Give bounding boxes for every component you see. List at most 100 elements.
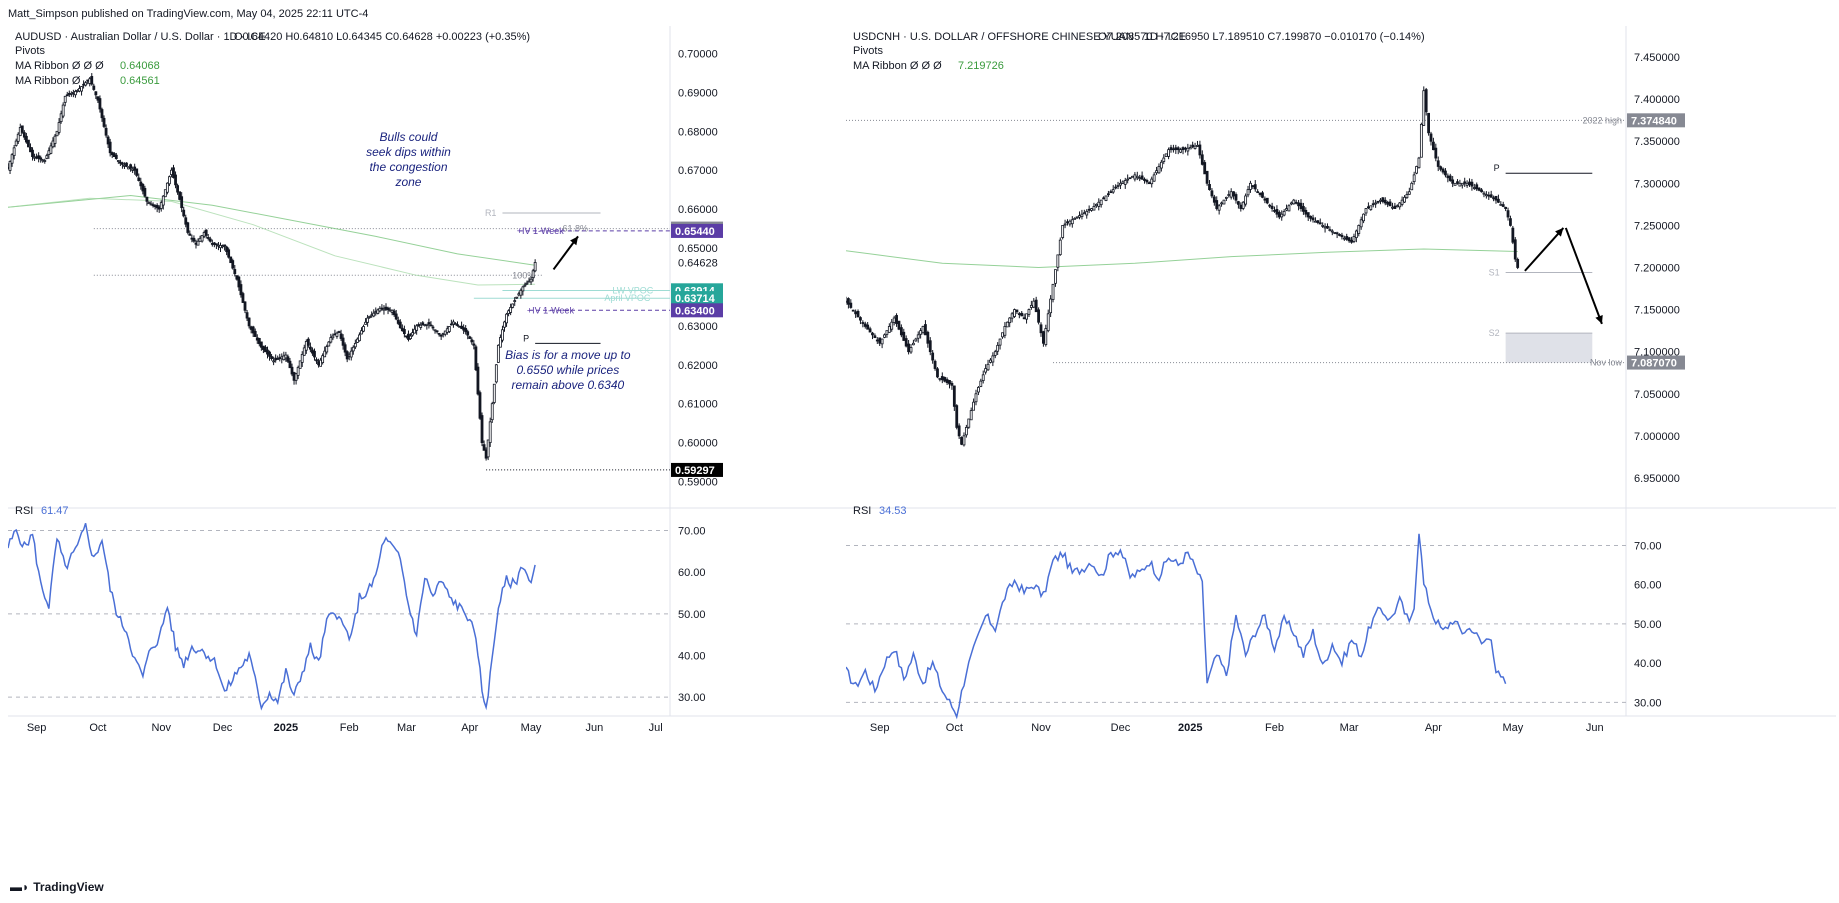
candle-body	[1111, 189, 1115, 193]
candle-body	[989, 359, 992, 363]
time-tick-label: 2025	[1178, 722, 1202, 734]
candle-body	[1448, 175, 1452, 181]
candle-body	[29, 147, 32, 153]
price-tick-label: 0.70000	[678, 49, 718, 61]
candle-body	[296, 366, 300, 376]
candle-body	[308, 346, 312, 350]
candle-body	[940, 376, 944, 381]
candle-body	[69, 92, 73, 95]
candle-body	[129, 164, 132, 169]
candle-body	[1403, 196, 1406, 203]
candle-body	[1294, 201, 1298, 204]
candle-body	[1489, 194, 1493, 198]
candle-body	[895, 315, 898, 325]
candle-body	[513, 300, 517, 302]
time-tick-label: Apr	[1425, 722, 1442, 734]
time-tick-label: Nov	[1031, 722, 1051, 734]
candle-body	[1326, 225, 1329, 229]
projection-arrow	[1524, 227, 1565, 272]
price-tick-label: 7.250000	[1634, 220, 1680, 232]
candle-body	[427, 322, 431, 325]
candle-body	[1172, 148, 1175, 151]
price-tick-label: 0.68000	[678, 126, 718, 138]
price-tick-label: 0.61000	[678, 399, 718, 411]
candle-body	[1311, 217, 1315, 221]
candle-body	[1470, 181, 1474, 187]
candle-body	[1237, 201, 1240, 205]
price-tick-label: 6.950000	[1634, 473, 1680, 485]
annotation-text: 0.6550 while prices	[516, 363, 619, 377]
candle-body	[967, 418, 971, 428]
candle-body	[844, 300, 848, 303]
price-tick-label: 7.300000	[1634, 178, 1680, 190]
candle-body	[49, 145, 53, 154]
candle-body	[921, 326, 925, 333]
candle-body	[143, 188, 147, 197]
candle-body	[1417, 157, 1421, 169]
candle-body	[1439, 166, 1443, 170]
usdcnh-chart-svg[interactable]: 6.9500007.0000007.0500007.1000007.150000…	[844, 26, 1836, 844]
candle-body	[239, 284, 243, 296]
candle-body	[1395, 205, 1399, 208]
candle-body	[1092, 206, 1096, 211]
usdcnh-chart-panel[interactable]: 6.950000 7.000000 7.050000 7.100000 7.150000…	[844, 26, 1836, 844]
candle-body	[1234, 194, 1238, 201]
candle-body	[1441, 168, 1445, 173]
candle-body	[151, 204, 155, 207]
candle-body	[245, 312, 249, 319]
candle-body	[24, 135, 28, 143]
price-tag-bg	[1627, 355, 1685, 370]
candle-body	[1054, 269, 1057, 284]
candle-body	[106, 136, 110, 145]
indicator-label: MA Ribbon Ø Ø Ø	[15, 60, 104, 72]
candle-body	[225, 246, 229, 253]
candle-body	[478, 392, 482, 419]
candle-body	[993, 351, 997, 356]
price-tag-bg	[671, 303, 723, 318]
candle-body	[1451, 179, 1455, 184]
level-label-lw-vpoc: LW VPOC	[612, 285, 653, 295]
candle-body	[12, 147, 16, 156]
candle-body	[186, 222, 190, 233]
candle-body	[1133, 174, 1137, 180]
candle-body	[851, 309, 855, 312]
candle-body	[364, 321, 367, 325]
price-tick-label: 7.200000	[1634, 263, 1680, 275]
audusd-chart-svg[interactable]: 0.59000 0.60000 0.61000 0.62000 0.63000 0.640…	[6, 26, 848, 844]
candle-body	[108, 141, 112, 154]
ohlc-values: O7.208570 H7.216950 L7.189510 C7.199870 …	[1098, 31, 1425, 43]
candle-body	[231, 260, 235, 269]
audusd-chart-panel[interactable]: 0.59000 0.60000 0.61000 0.62000 0.63000 0.640…	[6, 26, 848, 844]
price-tick-label: 0.66000	[678, 204, 718, 216]
candle-body	[335, 332, 339, 337]
candle-body	[1217, 205, 1221, 211]
candle-body	[325, 346, 329, 353]
candle-body	[943, 377, 947, 382]
candle-body	[1362, 213, 1365, 222]
candle-body	[525, 282, 529, 285]
candle-body	[494, 364, 498, 383]
candle-body	[1119, 182, 1122, 186]
candle-body	[1354, 230, 1358, 239]
candle-body	[1114, 186, 1118, 189]
candle-body	[1025, 313, 1028, 320]
rsi-tick-label: 60.00	[1634, 580, 1662, 592]
rsi-tick-label: 40.00	[1634, 658, 1662, 670]
candle-body	[1162, 157, 1166, 162]
candle-body	[294, 373, 298, 381]
candle-body	[1224, 196, 1228, 199]
candle-body	[505, 313, 508, 324]
candle-body	[102, 117, 106, 127]
candle-body	[991, 355, 995, 363]
tradingview-logo[interactable]: ▬◗ TradingView	[10, 880, 104, 894]
candle-body	[986, 363, 990, 371]
candle-body	[429, 324, 433, 327]
price-tag-bg	[671, 462, 723, 477]
s2-zone	[1505, 333, 1593, 363]
candle-body	[1335, 232, 1339, 235]
time-tick-label: Sep	[27, 722, 47, 734]
candle-body	[521, 286, 525, 292]
candle-body	[39, 157, 43, 160]
candle-body	[259, 341, 263, 348]
candle-body	[223, 244, 226, 247]
